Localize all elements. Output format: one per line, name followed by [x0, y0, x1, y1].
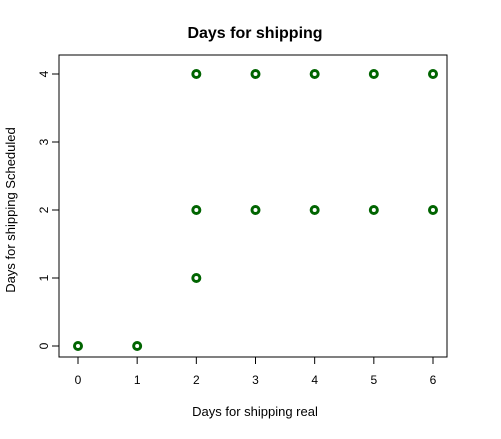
data-point — [368, 205, 379, 215]
x-tick-label: 1 — [134, 373, 141, 387]
x-tick-label: 0 — [75, 373, 82, 387]
data-point — [428, 69, 438, 79]
data-point — [309, 69, 320, 79]
y-tick-label: 1 — [37, 274, 51, 281]
y-axis-label: Days for shipping Scheduled — [3, 127, 18, 293]
data-point — [250, 205, 261, 215]
data-point — [132, 341, 143, 351]
x-tick-label: 6 — [430, 373, 437, 387]
data-point — [309, 205, 320, 215]
y-tick-label: 4 — [37, 70, 51, 77]
data-point — [191, 273, 202, 283]
x-tick-label: 3 — [252, 373, 259, 387]
y-axis: 0 1 2 3 4 — [37, 70, 60, 349]
data-point — [250, 69, 261, 79]
x-tick-label: 4 — [311, 373, 318, 387]
x-tick-label: 5 — [370, 373, 377, 387]
data-points — [73, 69, 438, 351]
data-point — [368, 69, 379, 79]
chart-title: Days for shipping — [187, 25, 322, 42]
data-point — [191, 69, 202, 79]
y-tick-label: 2 — [37, 206, 51, 213]
x-axis: 0 1 2 3 4 5 6 — [75, 356, 437, 387]
data-point — [73, 341, 83, 351]
x-axis-label: Days for shipping real — [192, 404, 318, 419]
data-point — [191, 205, 202, 215]
x-tick-label: 2 — [193, 373, 200, 387]
data-point — [428, 205, 438, 215]
y-tick-label: 0 — [37, 342, 51, 349]
y-tick-label: 3 — [37, 138, 51, 145]
